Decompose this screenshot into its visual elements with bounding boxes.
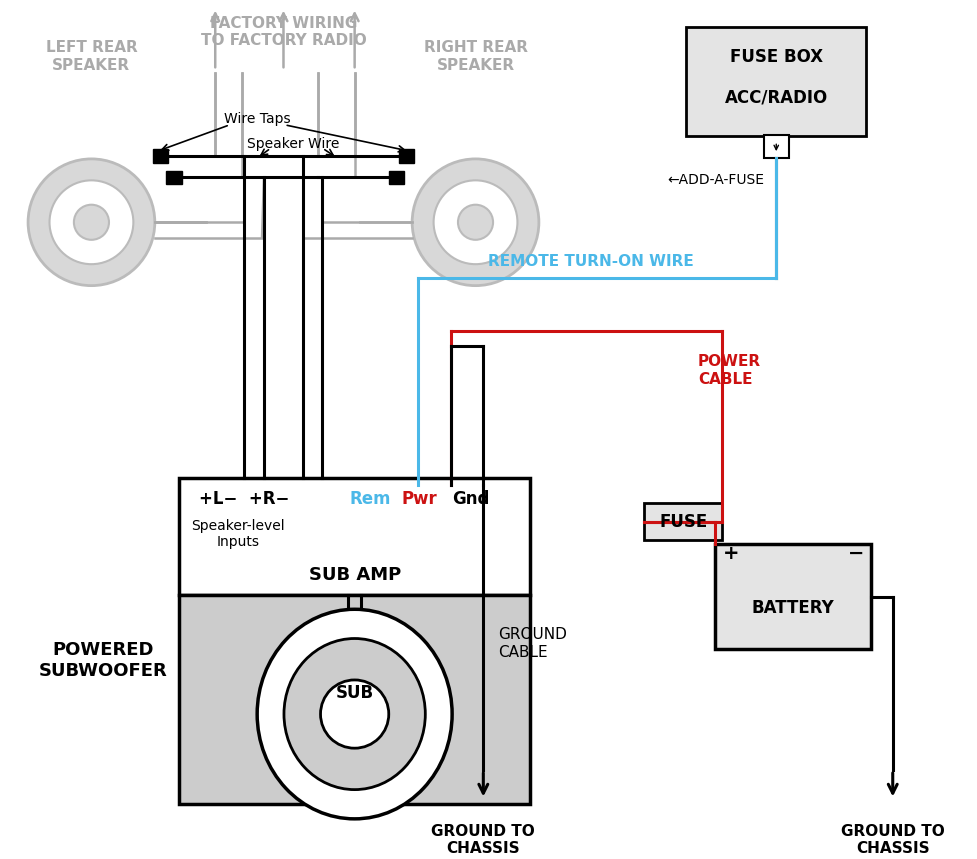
Bar (152, 149, 168, 163)
Text: GROUND TO
CHASSIS: GROUND TO CHASSIS (431, 824, 534, 856)
Text: SUB: SUB (335, 684, 373, 702)
Text: FUSE: FUSE (658, 513, 706, 531)
Circle shape (457, 204, 492, 240)
Circle shape (320, 680, 389, 748)
Text: Gnd: Gnd (451, 490, 489, 509)
Ellipse shape (257, 609, 451, 819)
Text: POWER
CABLE: POWER CABLE (697, 354, 760, 387)
Text: +: + (722, 545, 739, 564)
Ellipse shape (283, 638, 425, 789)
Text: LEFT REAR
SPEAKER: LEFT REAR SPEAKER (46, 40, 137, 73)
Text: RIGHT REAR
SPEAKER: RIGHT REAR SPEAKER (423, 40, 527, 73)
Bar (389, 171, 404, 184)
Bar (686, 27, 866, 137)
Text: GROUND TO
CHASSIS: GROUND TO CHASSIS (840, 824, 944, 856)
Text: FACTORY WIRING
TO FACTORY RADIO: FACTORY WIRING TO FACTORY RADIO (200, 16, 366, 48)
Circle shape (433, 180, 517, 265)
Bar (398, 149, 413, 163)
Bar (644, 503, 721, 540)
Bar (179, 478, 530, 594)
Text: ACC/RADIO: ACC/RADIO (724, 88, 828, 107)
Text: Speaker-level
Inputs: Speaker-level Inputs (191, 519, 284, 549)
Text: −: − (847, 545, 863, 564)
Text: FUSE BOX: FUSE BOX (729, 47, 822, 65)
Circle shape (50, 180, 133, 265)
Text: Rem: Rem (350, 490, 391, 509)
Bar (179, 594, 530, 804)
Bar (166, 171, 182, 184)
Text: +L−  +R−: +L− +R− (198, 490, 289, 509)
Circle shape (28, 159, 154, 286)
Text: GROUND
CABLE: GROUND CABLE (497, 627, 567, 660)
Text: Pwr: Pwr (401, 490, 437, 509)
Text: BATTERY: BATTERY (751, 600, 833, 618)
Text: SUB AMP: SUB AMP (308, 566, 401, 584)
Text: POWERED
SUBWOOFER: POWERED SUBWOOFER (39, 641, 167, 679)
Circle shape (74, 204, 108, 240)
Text: REMOTE TURN-ON WIRE: REMOTE TURN-ON WIRE (488, 253, 693, 269)
Circle shape (411, 159, 538, 286)
Text: Speaker Wire: Speaker Wire (247, 137, 339, 151)
Bar (763, 135, 788, 158)
Text: ←ADD-A-FUSE: ←ADD-A-FUSE (667, 174, 764, 187)
Text: Wire Taps: Wire Taps (224, 112, 290, 126)
Bar (714, 544, 871, 649)
